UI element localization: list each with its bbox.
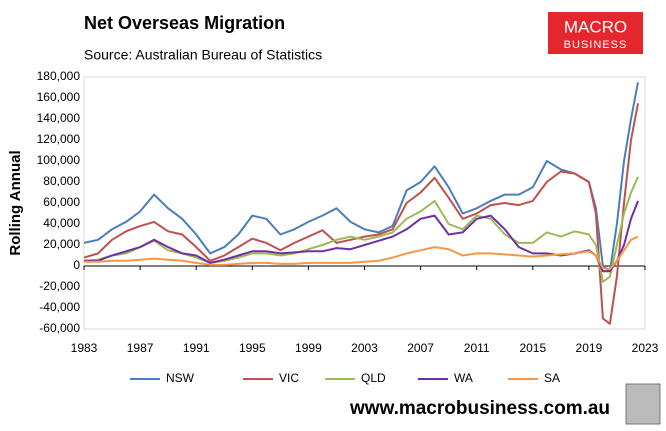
y-tick-label: 100,000 [37, 153, 81, 167]
x-tick-label: 2015 [519, 341, 546, 355]
y-tick-label: 0 [73, 258, 80, 272]
y-axis-title: Rolling Annual [7, 150, 24, 255]
fox-icon [625, 383, 661, 425]
y-tick-label: 20,000 [43, 237, 80, 251]
series-line [83, 103, 639, 325]
logo-text: BUSINESS [564, 39, 628, 51]
y-tick-label: 140,000 [37, 111, 81, 125]
x-tick-label: 2023 [632, 341, 659, 355]
x-tick-label: 2011 [464, 341, 490, 355]
x-tick-label: 1999 [295, 341, 322, 355]
x-tick-label: 1995 [239, 341, 266, 355]
chart-subtitle: Source: Australian Bureau of Statistics [84, 47, 322, 63]
y-tick-label: 40,000 [43, 216, 80, 230]
y-tick-label: 60,000 [43, 195, 80, 209]
legend-label: SA [544, 371, 560, 385]
x-tick-label: 2003 [351, 341, 378, 355]
logo-box [548, 12, 643, 54]
legend-label: WA [454, 371, 473, 385]
chart-title: Net Overseas Migration [84, 13, 285, 33]
y-tick-label: 160,000 [37, 90, 81, 104]
legend-label: NSW [166, 371, 195, 385]
series-line [84, 235, 639, 271]
plot-frame [83, 76, 646, 330]
x-tick-label: 2007 [407, 341, 434, 355]
y-tick-label: 180,000 [37, 69, 81, 83]
x-tick-label: 2019 [576, 341, 603, 355]
legend-label: VIC [279, 371, 299, 385]
y-tick-label: -60,000 [39, 321, 80, 335]
legend-label: QLD [361, 371, 386, 385]
y-tick-label: 120,000 [37, 132, 81, 146]
logo-text: MACRO [564, 17, 627, 36]
y-tick-label: -40,000 [39, 300, 80, 314]
y-tick-label: 80,000 [43, 174, 80, 188]
series-line [84, 200, 639, 273]
footer-url: www.macrobusiness.com.au [349, 398, 610, 419]
y-tick-label: -20,000 [39, 279, 80, 293]
x-tick-label: 1983 [71, 341, 98, 355]
x-tick-label: 1991 [183, 341, 210, 355]
x-tick-label: 1987 [127, 341, 154, 355]
